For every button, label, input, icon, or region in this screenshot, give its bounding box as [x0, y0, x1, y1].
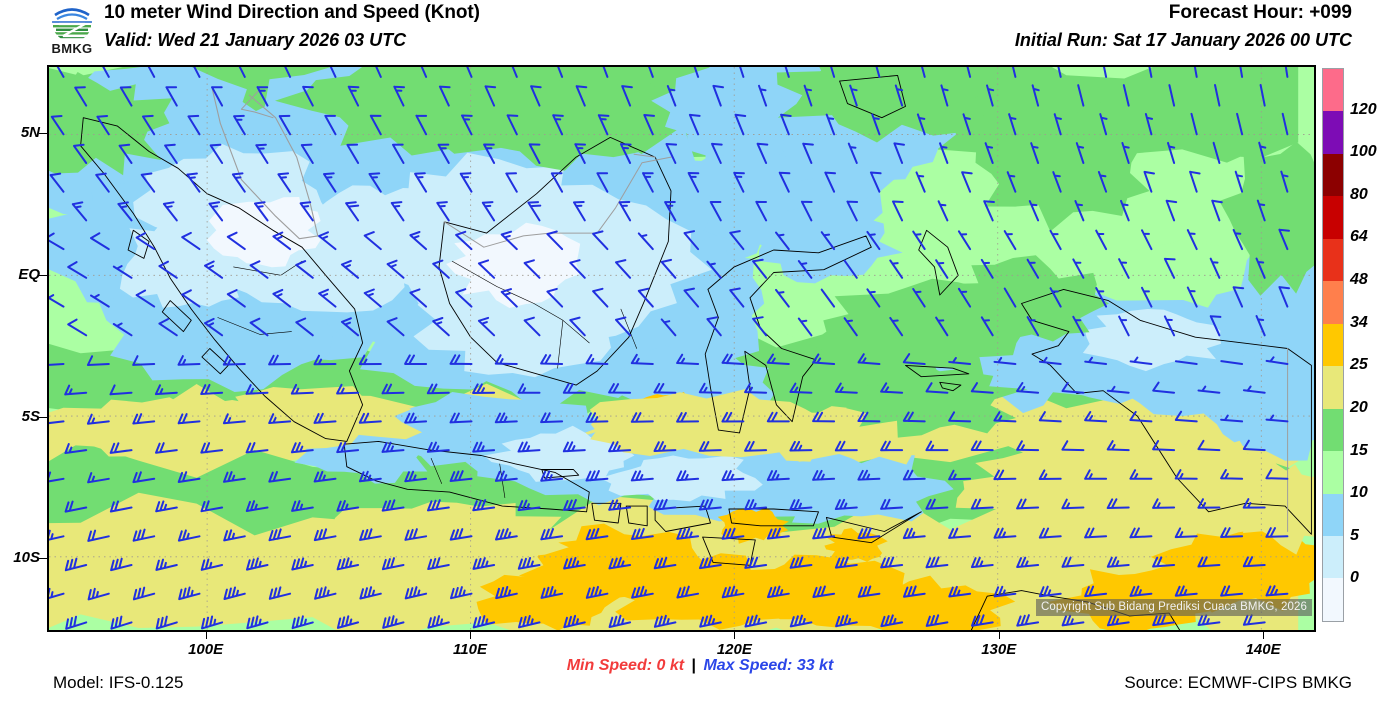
colorbar-tick-label: 64 [1350, 228, 1368, 246]
colorbar-segment [1323, 238, 1343, 282]
speed-separator: | [691, 657, 696, 674]
x-axis-tick [205, 632, 207, 639]
valid-time-label: Valid: Wed 21 January 2026 03 UTC [104, 30, 407, 50]
colorbar-tick-label: 48 [1350, 271, 1368, 289]
colorbar-segment [1323, 69, 1343, 112]
colorbar-segment [1323, 153, 1343, 197]
colorbar-segment [1323, 111, 1343, 154]
weather-map-canvas[interactable] [49, 67, 1314, 630]
colorbar-tick-label: 120 [1350, 100, 1377, 118]
bmkg-logo: BMKG [43, 2, 101, 58]
colorbar-tick-label: 20 [1350, 398, 1368, 416]
y-axis-label: EQ [18, 265, 40, 283]
y-axis-label: 5S [21, 407, 40, 425]
forecast-hour-label: Forecast Hour: +099 [1168, 2, 1352, 23]
wind-barb-layer [49, 67, 1290, 630]
x-axis-label: 110E [453, 641, 487, 658]
x-axis-label: 140E [1245, 641, 1281, 658]
max-speed-label: Max Speed: 33 kt [703, 657, 834, 674]
colorbar-segment [1323, 493, 1343, 536]
colorbar-segment [1323, 451, 1343, 494]
x-axis-label: 120E [716, 641, 752, 658]
y-axis-tick [39, 274, 47, 276]
copyright-watermark: Copyright Sub Bidang Prediksi Cuaca BMKG… [1035, 599, 1312, 616]
colorbar-segment [1323, 323, 1343, 367]
y-axis-label: 5N [20, 124, 40, 142]
x-axis-label: 130E [981, 641, 1017, 658]
source-label: Source: ECMWF-CIPS BMKG [1124, 673, 1352, 692]
model-label: Model: IFS-0.125 [53, 673, 184, 692]
x-axis-tick [734, 632, 736, 639]
y-axis-tick [39, 133, 47, 135]
colorbar [1322, 68, 1344, 622]
colorbar-tick-label: 15 [1350, 441, 1368, 459]
header-bar: BMKG 10 meter Wind Direction and Speed (… [0, 0, 1400, 60]
x-axis-label: 100E [188, 641, 224, 658]
speed-summary: Min Speed: 0 kt | Max Speed: 33 kt [0, 657, 1400, 675]
page-title: 10 meter Wind Direction and Speed (Knot) [104, 2, 480, 23]
colorbar-tick-label: 5 [1350, 526, 1359, 544]
x-axis-tick [470, 632, 471, 639]
colorbar-segment [1323, 535, 1343, 579]
colorbar-tick-label: 10 [1350, 484, 1368, 502]
colorbar-tick-label: 0 [1350, 569, 1359, 587]
colorbar-segment [1323, 196, 1343, 239]
initial-run-label: Initial Run: Sat 17 January 2026 00 UTC [1014, 30, 1352, 50]
bmkg-logo-label: BMKG [51, 41, 93, 56]
colorbar-segment [1323, 366, 1343, 409]
colorbar-segment [1323, 281, 1343, 324]
x-axis-tick [998, 632, 1000, 639]
bmkg-logo-mark [49, 2, 95, 42]
bmkg-emblem-icon [52, 2, 92, 42]
colorbar-segment [1323, 578, 1343, 621]
colorbar-tick-label: 34 [1350, 313, 1368, 331]
y-axis-tick [39, 558, 47, 560]
colorbar-segment [1323, 408, 1343, 452]
y-axis-tick [39, 416, 47, 418]
colorbar-tick-label: 80 [1350, 185, 1368, 203]
min-speed-label: Min Speed: 0 kt [566, 657, 685, 674]
map-frame[interactable]: Copyright Sub Bidang Prediksi Cuaca BMKG… [47, 65, 1316, 632]
colorbar-tick-label: 25 [1350, 356, 1368, 374]
y-axis-label: 10S [13, 549, 40, 567]
colorbar-tick-label: 100 [1350, 143, 1377, 161]
x-axis-tick [1263, 632, 1265, 639]
